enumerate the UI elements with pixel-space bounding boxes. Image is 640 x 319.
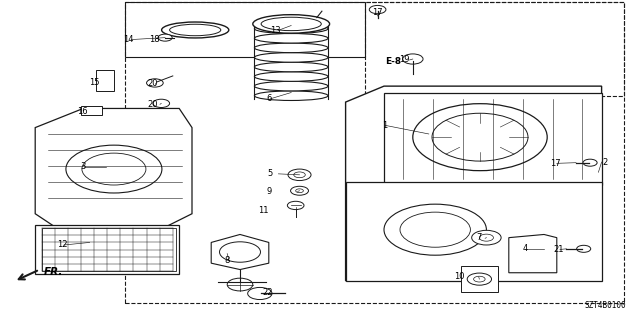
Circle shape bbox=[153, 99, 170, 108]
Circle shape bbox=[369, 5, 386, 14]
Text: 1: 1 bbox=[382, 121, 387, 130]
Polygon shape bbox=[346, 86, 602, 281]
Polygon shape bbox=[384, 93, 602, 185]
Text: 18: 18 bbox=[150, 35, 160, 44]
Text: 4: 4 bbox=[522, 244, 527, 253]
Text: 17: 17 bbox=[372, 8, 383, 17]
Circle shape bbox=[294, 172, 305, 178]
Text: 21: 21 bbox=[554, 245, 564, 254]
Circle shape bbox=[248, 287, 272, 300]
Circle shape bbox=[227, 278, 253, 291]
Circle shape bbox=[403, 54, 423, 64]
Circle shape bbox=[147, 79, 163, 87]
Text: SZT4B0100: SZT4B0100 bbox=[584, 301, 626, 310]
Circle shape bbox=[296, 189, 303, 193]
Polygon shape bbox=[509, 234, 557, 273]
Bar bbox=[125, 2, 365, 57]
Text: 19: 19 bbox=[399, 56, 410, 64]
Text: 3: 3 bbox=[81, 162, 86, 171]
Bar bbox=[81, 106, 102, 115]
Ellipse shape bbox=[161, 22, 229, 38]
Text: 9: 9 bbox=[266, 187, 271, 196]
Text: 17: 17 bbox=[550, 159, 561, 168]
Text: FR.: FR. bbox=[44, 267, 63, 277]
Circle shape bbox=[467, 273, 492, 285]
Circle shape bbox=[479, 234, 493, 241]
Text: 6: 6 bbox=[266, 94, 271, 103]
Ellipse shape bbox=[254, 53, 328, 62]
Text: 8: 8 bbox=[225, 256, 230, 265]
Circle shape bbox=[472, 230, 501, 245]
Ellipse shape bbox=[254, 91, 328, 100]
Circle shape bbox=[82, 153, 146, 185]
Ellipse shape bbox=[261, 17, 321, 31]
Circle shape bbox=[577, 245, 591, 252]
Polygon shape bbox=[35, 108, 192, 233]
Ellipse shape bbox=[254, 43, 328, 53]
Circle shape bbox=[432, 113, 528, 161]
Polygon shape bbox=[346, 182, 602, 281]
Text: 7: 7 bbox=[476, 233, 481, 242]
Text: 15: 15 bbox=[90, 78, 100, 87]
Ellipse shape bbox=[253, 15, 330, 33]
Bar bbox=[461, 266, 498, 292]
Ellipse shape bbox=[254, 81, 328, 91]
Bar bbox=[365, 2, 624, 96]
Circle shape bbox=[413, 104, 547, 171]
Text: 5: 5 bbox=[268, 169, 273, 178]
Circle shape bbox=[287, 201, 304, 210]
Circle shape bbox=[158, 34, 172, 41]
Text: 11: 11 bbox=[259, 206, 269, 215]
Ellipse shape bbox=[254, 33, 328, 43]
Circle shape bbox=[474, 276, 485, 282]
Text: 22: 22 bbox=[262, 288, 273, 297]
Bar bbox=[125, 2, 624, 303]
Ellipse shape bbox=[254, 72, 328, 81]
Circle shape bbox=[66, 145, 162, 193]
Circle shape bbox=[288, 169, 311, 181]
Text: E-8: E-8 bbox=[385, 57, 401, 66]
Text: 14: 14 bbox=[123, 35, 133, 44]
Polygon shape bbox=[211, 234, 269, 270]
Text: 12: 12 bbox=[57, 241, 67, 249]
Circle shape bbox=[291, 186, 308, 195]
Text: 13: 13 bbox=[270, 26, 280, 35]
Circle shape bbox=[220, 242, 260, 262]
Text: 20: 20 bbox=[147, 100, 157, 109]
Bar bbox=[96, 70, 114, 91]
Bar bbox=[42, 228, 176, 271]
Ellipse shape bbox=[254, 62, 328, 72]
Circle shape bbox=[583, 159, 597, 166]
Circle shape bbox=[400, 212, 470, 247]
Text: 10: 10 bbox=[454, 272, 465, 281]
Text: 20: 20 bbox=[147, 79, 157, 88]
Ellipse shape bbox=[254, 24, 328, 33]
Circle shape bbox=[384, 204, 486, 255]
Text: 16: 16 bbox=[77, 107, 87, 115]
Text: 2: 2 bbox=[602, 158, 607, 167]
Ellipse shape bbox=[170, 24, 221, 36]
Bar bbox=[35, 225, 179, 274]
